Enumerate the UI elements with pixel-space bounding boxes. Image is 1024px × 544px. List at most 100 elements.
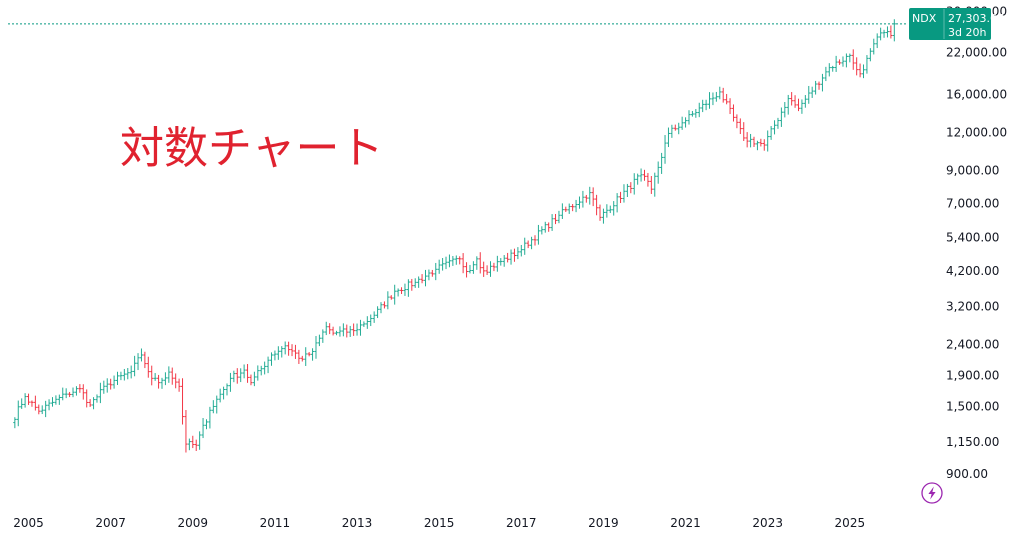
ohlc-bar xyxy=(793,95,797,108)
ohlc-bar xyxy=(748,133,753,148)
ohlc-bar xyxy=(150,365,154,386)
ohlc-bar xyxy=(677,122,681,135)
ohlc-bar xyxy=(348,325,352,337)
ohlc-bar xyxy=(20,398,24,409)
ohlc-bar xyxy=(40,405,44,415)
ohlc-bar xyxy=(707,92,712,109)
ohlc-bar xyxy=(523,237,527,255)
ohlc-bar xyxy=(557,210,561,224)
ohlc-bar xyxy=(16,400,20,427)
ohlc-bar xyxy=(547,222,551,232)
ohlc-bar xyxy=(317,334,322,347)
ohlc-bar xyxy=(646,172,650,187)
price-axis-label: 1,900.00 xyxy=(946,369,999,383)
ohlc-bar xyxy=(704,99,708,111)
ohlc-bar xyxy=(553,213,558,225)
price-axis[interactable]: 30,000.0022,000.0016,000.0012,000.009,00… xyxy=(946,4,1007,481)
ohlc-bar xyxy=(509,249,513,265)
ohlc-bar xyxy=(393,284,397,305)
ohlc-bar xyxy=(711,92,715,106)
ohlc-bar xyxy=(694,109,698,118)
ohlc-bar xyxy=(328,323,332,335)
time-axis-label: 2013 xyxy=(342,516,373,530)
ohlc-bar xyxy=(683,117,688,128)
time-axis[interactable]: 2005 2007 2009 2011 2013 2015 2017 2019 2021 2023… xyxy=(13,516,865,530)
ohlc-bar xyxy=(283,341,287,355)
ohlc-bar xyxy=(499,258,503,266)
ohlc-bar xyxy=(618,191,623,204)
ohlc-bar xyxy=(834,55,838,72)
ohlc-bar xyxy=(191,435,195,449)
ohlc-bar xyxy=(471,261,475,274)
ohlc-bar xyxy=(290,344,294,357)
ohlc-bar xyxy=(533,235,537,246)
ohlc-bar xyxy=(54,395,58,405)
ohlc-bar xyxy=(71,387,75,398)
ohlc-bar xyxy=(143,351,147,369)
ohlc-bar xyxy=(156,374,161,389)
ohlc-bar xyxy=(868,48,872,62)
ohlc-bar xyxy=(714,91,718,102)
ohlc-bar xyxy=(198,431,202,450)
ohlc-bar xyxy=(766,130,770,152)
ohlc-bar xyxy=(831,65,835,72)
ohlc-bar xyxy=(276,346,280,360)
ohlc-bar xyxy=(735,114,739,129)
ohlc-bar xyxy=(293,344,298,359)
ohlc-bar xyxy=(612,201,616,216)
lightning-bolt-icon[interactable] xyxy=(921,482,943,504)
ohlc-bar xyxy=(663,135,667,164)
price-axis-label: 7,000.00 xyxy=(946,196,999,210)
ohlc-bar xyxy=(355,323,359,336)
ohlc-bar xyxy=(115,371,120,385)
ohlc-bar xyxy=(430,269,434,277)
price-tag: NDX 27,303.67 3d 20h xyxy=(909,8,1004,40)
ohlc-bar xyxy=(119,371,123,381)
ohlc-bar xyxy=(731,104,736,122)
ohlc-bar xyxy=(437,259,441,274)
ohlc-bar xyxy=(800,99,804,114)
ohlc-bar xyxy=(235,368,239,384)
ohlc-bar xyxy=(742,122,746,142)
ohlc-bar xyxy=(50,397,55,407)
ohlc-bar xyxy=(184,410,188,453)
ohlc-bar xyxy=(403,283,407,296)
ohlc-bar xyxy=(105,378,109,393)
ohlc-bar xyxy=(790,92,794,106)
ohlc-bar xyxy=(779,107,783,127)
ohlc-bar xyxy=(109,378,113,390)
ohlc-bar xyxy=(810,86,814,98)
price-axis-label: 4,200.00 xyxy=(946,264,999,278)
ohlc-bar xyxy=(218,388,222,403)
ohlc-bar xyxy=(738,118,742,135)
ohlc-bar xyxy=(170,367,174,385)
ohlc-bar xyxy=(550,214,554,231)
ohlc-bar xyxy=(598,204,602,221)
ohlc-bar xyxy=(701,99,705,113)
ohlc-bar xyxy=(892,19,896,42)
ohlc-bar xyxy=(249,374,253,386)
ohlc-bar xyxy=(44,400,48,418)
ohlc-bar xyxy=(820,73,825,92)
ohlc-bar xyxy=(174,373,178,389)
ohlc-bar xyxy=(803,95,807,108)
price-axis-label: 9,000.00 xyxy=(946,163,999,177)
ohlc-bar xyxy=(660,152,664,174)
ohlc-bar xyxy=(875,33,879,49)
ohlc-bar xyxy=(848,53,852,63)
ohlc-bar xyxy=(485,265,489,276)
ohlc-bar xyxy=(239,368,243,383)
ohlc-bar xyxy=(673,124,677,131)
ohlc-bar xyxy=(427,269,431,281)
time-axis-label: 2023 xyxy=(752,516,783,530)
ohlc-bar xyxy=(88,399,92,407)
ohlc-bar xyxy=(410,278,414,291)
ohlc-bar xyxy=(526,240,530,249)
ohlc-bar xyxy=(307,352,311,357)
ohlc-bar xyxy=(468,264,472,274)
ohlc-bar xyxy=(725,93,729,105)
price-axis-label: 3,200.00 xyxy=(946,300,999,314)
price-tag-background xyxy=(909,8,991,40)
ohlc-bar xyxy=(629,182,633,194)
